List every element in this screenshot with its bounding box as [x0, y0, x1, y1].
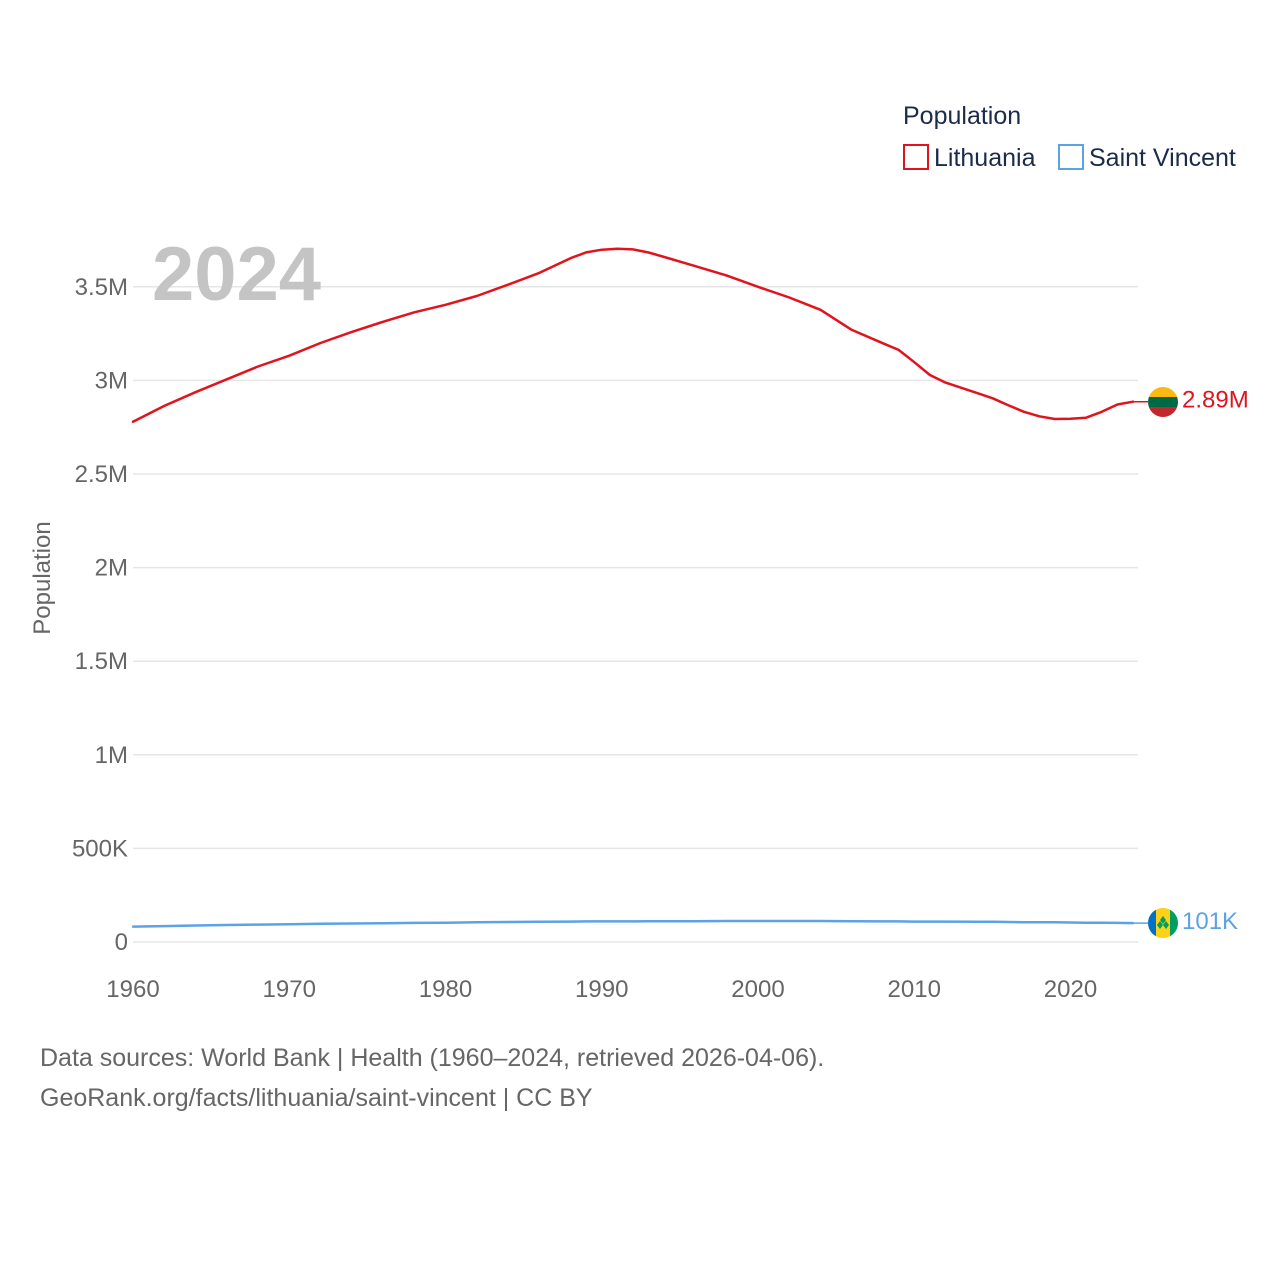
y-tick-label: 3.5M	[75, 274, 128, 301]
x-tick-label: 2000	[731, 976, 784, 1003]
grid-lines	[133, 286, 1138, 943]
legend-item-lithuania[interactable]: Lithuania	[903, 144, 1036, 172]
legend-swatch-lithuania	[903, 144, 929, 170]
end-labels: 2.89M 101K	[1133, 387, 1249, 935]
y-tick-label: 2M	[95, 555, 128, 582]
y-tick-label: 1M	[95, 742, 128, 769]
legend-label-saint-vincent: Saint Vincent	[1089, 144, 1236, 172]
legend-swatch-saint-vincent	[1058, 144, 1084, 170]
end-label-lithuania: 2.89M	[1182, 387, 1249, 414]
current-year-label: 2024	[152, 232, 321, 317]
series-line-saint-vincent[interactable]	[131, 919, 1135, 928]
x-tick-label: 1990	[575, 976, 628, 1003]
y-tick-label: 1.5M	[75, 648, 128, 675]
x-tick-label: 1970	[263, 976, 316, 1003]
legend: Population Lithuania Saint Vincent	[903, 102, 1236, 172]
source-url[interactable]: GeoRank.org/facts/lithuania/saint-vincen…	[40, 1084, 593, 1112]
x-tick-label: 2020	[1044, 976, 1097, 1003]
y-tick-label: 500K	[72, 835, 128, 862]
series-line-lithuania[interactable]	[131, 247, 1135, 424]
legend-item-saint-vincent[interactable]: Saint Vincent	[1058, 144, 1236, 172]
x-axis-ticks: 1960 1970 1980 1990 2000 2010 2020	[106, 976, 1097, 1003]
y-tick-label: 2.5M	[75, 461, 128, 488]
lithuania-flag-icon	[1148, 387, 1178, 417]
x-tick-label: 1960	[106, 976, 159, 1003]
x-tick-label: 1980	[419, 976, 472, 1003]
y-axis-title: Population	[29, 521, 56, 634]
y-axis-ticks: 0 500K 1M 1.5M 2M 2.5M 3M 3.5M	[72, 274, 128, 956]
legend-title: Population	[903, 102, 1021, 130]
series-lines	[131, 247, 1135, 928]
legend-label-lithuania: Lithuania	[934, 144, 1036, 172]
source-text: Data sources: World Bank | Health (1960–…	[40, 1044, 825, 1072]
end-label-saint-vincent: 101K	[1182, 908, 1238, 935]
x-tick-label: 2010	[888, 976, 941, 1003]
y-tick-label: 0	[115, 929, 128, 956]
saint-vincent-flag-icon	[1148, 908, 1178, 938]
y-tick-label: 3M	[95, 367, 128, 394]
